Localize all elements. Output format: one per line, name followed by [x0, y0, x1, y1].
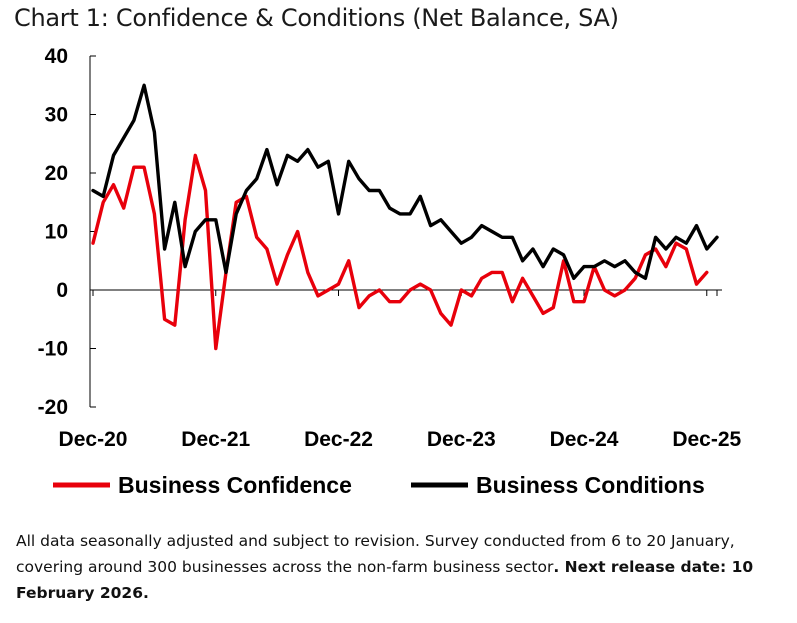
series-layer — [91, 83, 719, 351]
legend-label: Business Conditions — [476, 472, 705, 498]
y-tick-label: 0 — [56, 279, 68, 302]
y-tick-label: -10 — [38, 338, 68, 361]
y-tick-label: 40 — [45, 45, 68, 68]
legend-label: Business Confidence — [118, 472, 352, 498]
x-tick-label: Dec-21 — [181, 428, 250, 451]
x-tick-label: Dec-25 — [672, 428, 741, 451]
line-chart: -20 -10 0 10 20 30 40 Dec-20 Dec-21 Dec-22 Dec-23… — [38, 45, 742, 498]
x-tick-label: Dec-20 — [59, 428, 128, 451]
y-tick-label: 30 — [45, 104, 68, 127]
x-axis: Dec-20 Dec-21 Dec-22 Dec-23 Dec-24 Dec-25 — [59, 289, 742, 451]
series-line-business-conditions — [91, 83, 719, 280]
y-axis: -20 -10 0 10 20 30 40 — [38, 45, 96, 419]
x-tick-label: Dec-24 — [550, 428, 619, 451]
y-tick-label: 10 — [45, 221, 68, 244]
legend: Business Confidence Business Conditions — [53, 472, 705, 498]
series-line-business-confidence — [91, 153, 709, 351]
chart-title: Chart 1: Confidence & Conditions (Net Ba… — [14, 4, 619, 32]
y-tick-label: -20 — [38, 396, 68, 419]
footnote: All data seasonally adjusted and subject… — [16, 528, 781, 606]
footnote-text: All data seasonally adjusted and subject… — [16, 532, 735, 576]
x-tick-label: Dec-22 — [304, 428, 373, 451]
footnote-release-date: . Next release date: 10 February 2026. — [16, 558, 754, 602]
y-tick-label: 20 — [45, 162, 68, 185]
x-tick-label: Dec-23 — [427, 428, 496, 451]
